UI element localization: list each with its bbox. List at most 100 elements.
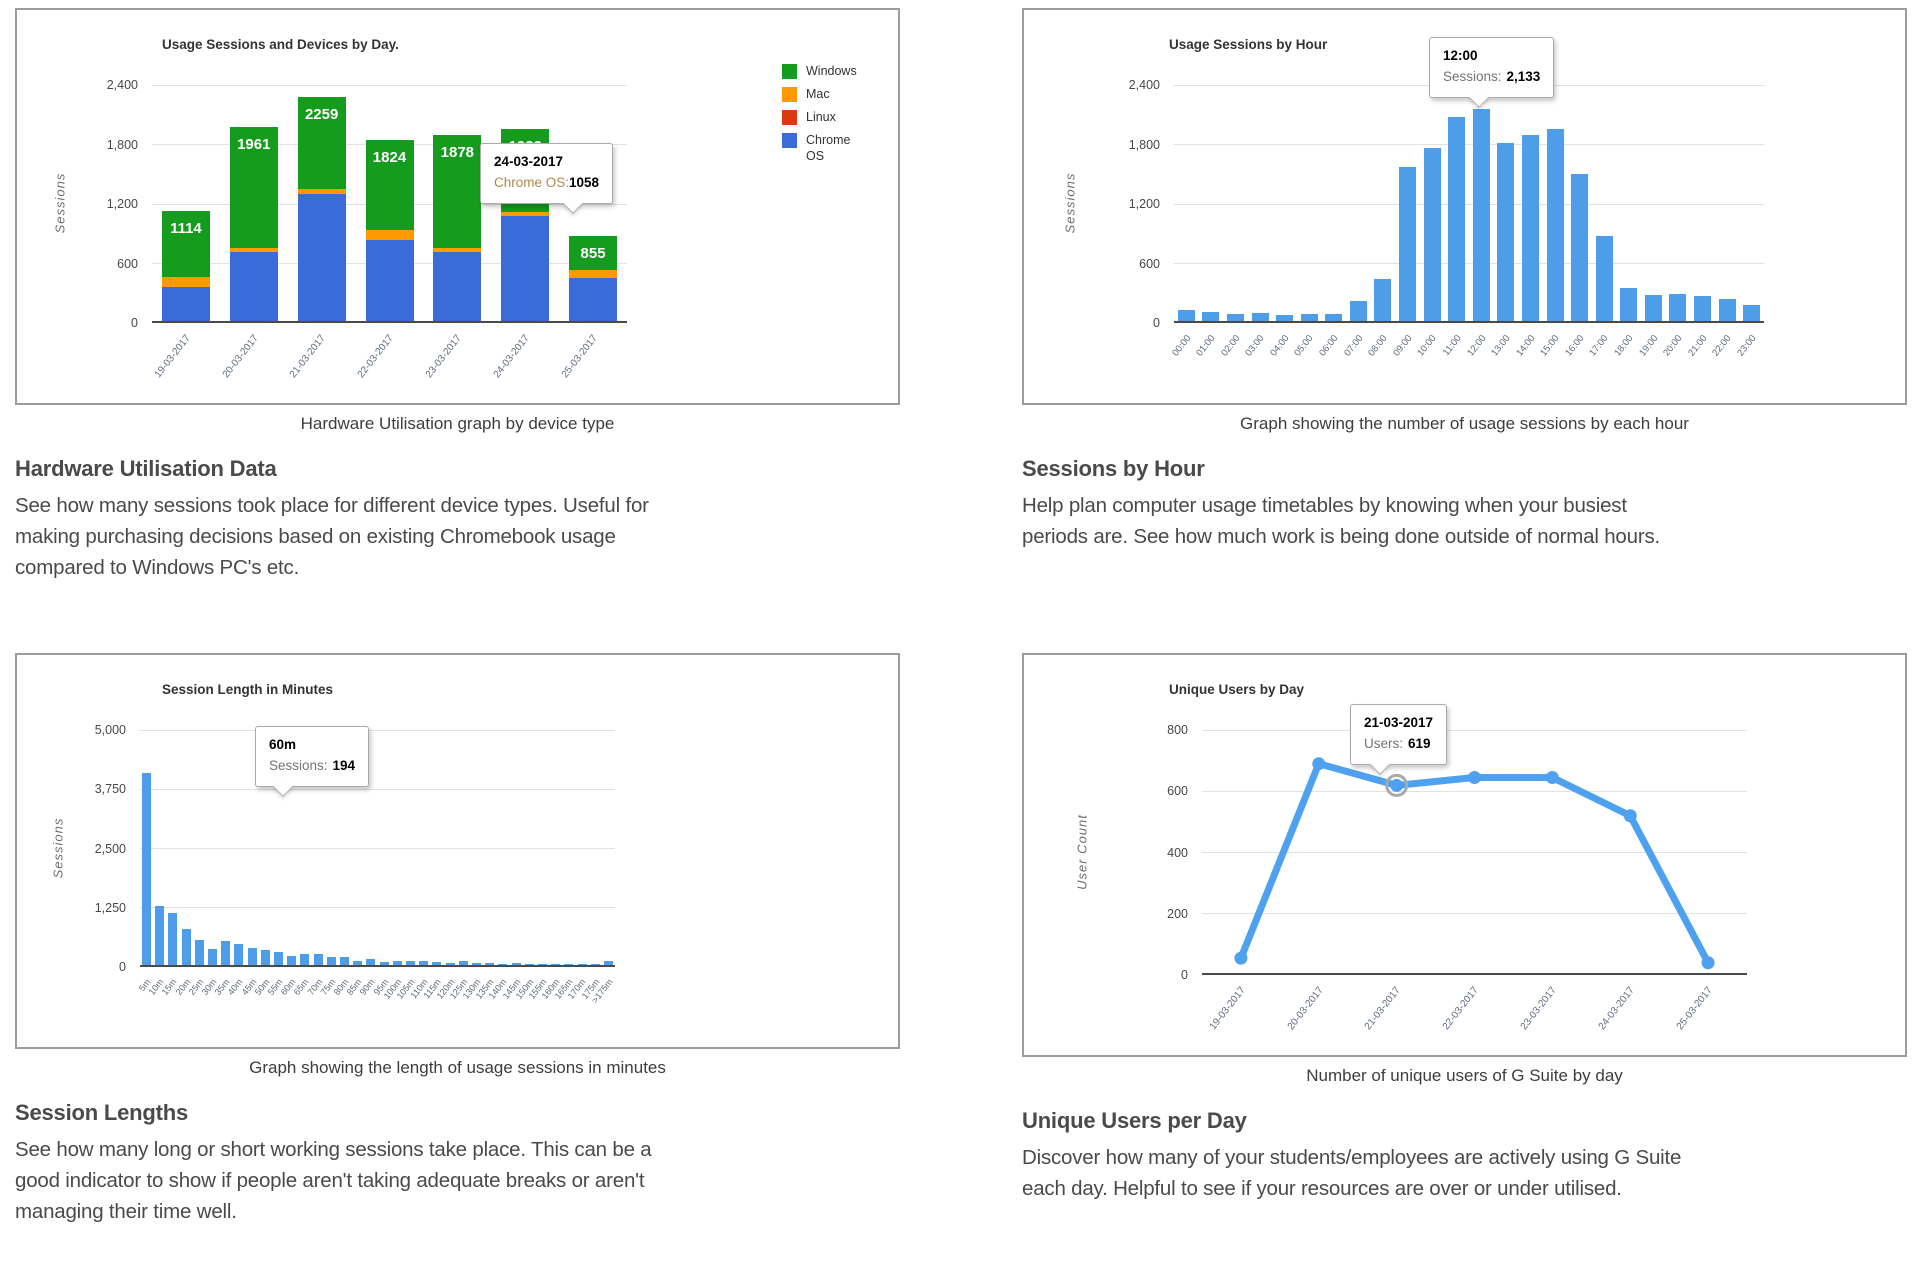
bar-25-03-2017[interactable] — [569, 83, 618, 321]
data-point-19-03-2017[interactable] — [1234, 951, 1248, 965]
x-axis-labels: 19-03-2017 20-03-2017 21-03-2017 22-03-2017… — [152, 333, 600, 381]
bar-165m[interactable] — [564, 964, 574, 965]
bar-20-03-2017[interactable] — [229, 83, 278, 321]
bar-140m[interactable] — [498, 963, 508, 965]
bar-105m[interactable] — [405, 960, 415, 965]
tooltip-chrome-os: 24-03-2017 Chrome OS:1058 — [480, 143, 614, 214]
gridline — [1174, 144, 1764, 145]
bar-45m[interactable] — [247, 948, 257, 965]
y-tick-label: 1,200 — [1128, 197, 1160, 211]
bar-16:00[interactable] — [1571, 173, 1589, 321]
bar-175m[interactable] — [590, 964, 600, 965]
bar-06:00[interactable] — [1325, 313, 1343, 321]
bar-23-03-2017[interactable] — [433, 83, 482, 321]
bar-04:00[interactable] — [1276, 315, 1294, 321]
bar-115m[interactable] — [432, 962, 442, 965]
bar-120m[interactable] — [445, 963, 455, 965]
bar-15:00[interactable] — [1546, 128, 1564, 321]
bar-09:00[interactable] — [1399, 166, 1417, 321]
tooltip-value-line: Sessions: 2,133 — [1443, 67, 1540, 88]
bar-11:00[interactable] — [1448, 116, 1466, 321]
section-heading: Sessions by Hour — [1022, 456, 1205, 481]
bar-19-03-2017[interactable] — [161, 83, 210, 321]
tooltip-value: 2,133 — [1506, 68, 1541, 84]
bar-08:00[interactable] — [1374, 278, 1392, 321]
bar-12:00[interactable] — [1472, 109, 1490, 321]
bar-21-03-2017[interactable] — [297, 83, 346, 321]
bar-110m[interactable] — [419, 960, 429, 965]
bar->175m[interactable] — [603, 961, 613, 965]
data-point-25-03-2017[interactable] — [1701, 956, 1715, 970]
hardware-chart-frame: Usage Sessions and Devices by Day. Sessi… — [15, 8, 900, 405]
bar-55m[interactable] — [274, 951, 284, 965]
segment-chrome-os — [161, 286, 210, 321]
bar-160m[interactable] — [551, 964, 561, 965]
y-tick-label: 600 — [117, 256, 138, 271]
tooltip-session-length: 60m Sessions: 194 — [255, 726, 370, 797]
bar-07:00[interactable] — [1349, 301, 1367, 321]
segment-mac — [229, 247, 278, 253]
bar-130m[interactable] — [471, 963, 481, 965]
bar-10:00[interactable] — [1423, 148, 1441, 321]
bar-22:00[interactable] — [1718, 299, 1736, 321]
segment-windows — [569, 236, 618, 271]
segment-mac — [297, 189, 346, 195]
legend-label: Mac — [806, 87, 830, 101]
bar-22-03-2017[interactable] — [365, 83, 414, 321]
bar-60m[interactable] — [287, 955, 297, 965]
bar-17:00[interactable] — [1595, 236, 1613, 321]
bar-75m[interactable] — [326, 957, 336, 965]
tooltip-label: Sessions: — [1443, 68, 1502, 84]
data-point-22-03-2017[interactable] — [1468, 770, 1481, 784]
bar-65m[interactable] — [300, 954, 310, 965]
bar-05:00[interactable] — [1300, 313, 1318, 321]
bar-19:00[interactable] — [1644, 294, 1662, 321]
data-point-24-03-2017[interactable] — [1623, 809, 1637, 823]
bar-95m[interactable] — [379, 961, 389, 965]
y-tick-label: 1,250 — [94, 900, 126, 915]
bar-25m[interactable] — [194, 939, 204, 965]
bar-15m[interactable] — [168, 912, 178, 965]
bar-80m[interactable] — [340, 957, 349, 965]
tooltip-value: 619 — [1408, 735, 1431, 751]
bar-02:00[interactable] — [1226, 313, 1244, 321]
tooltip-sessions-hour: 12:00 Sessions: 2,133 — [1429, 37, 1555, 108]
bar-135m[interactable] — [485, 962, 495, 965]
bar-100m[interactable] — [392, 960, 402, 965]
section-description: See how many sessions took place for dif… — [15, 494, 649, 579]
bar-70m[interactable] — [313, 954, 323, 965]
bar-85m[interactable] — [353, 960, 363, 965]
bar-01:00[interactable] — [1202, 312, 1220, 321]
bar-20m[interactable] — [181, 928, 191, 965]
bar-145m[interactable] — [511, 962, 521, 965]
bar-total-label: 1961 — [237, 135, 271, 153]
bar-03:00[interactable] — [1251, 313, 1269, 321]
bar-150m[interactable] — [524, 964, 534, 965]
bar-23:00[interactable] — [1743, 304, 1761, 321]
bar-00:00[interactable] — [1177, 310, 1195, 321]
legend-swatch — [782, 110, 797, 125]
data-point-20-03-2017[interactable] — [1312, 757, 1326, 771]
data-point-23-03-2017[interactable] — [1545, 770, 1559, 784]
bar-30m[interactable] — [208, 948, 218, 965]
bar-35m[interactable] — [221, 941, 231, 965]
tooltip-title: 12:00 — [1443, 48, 1478, 63]
y-tick-label: 2,500 — [94, 841, 126, 856]
bar-20:00[interactable] — [1669, 293, 1687, 321]
bar-90m[interactable] — [366, 959, 376, 965]
chart-caption: Hardware Utilisation graph by device typ… — [300, 414, 615, 433]
bar-10m[interactable] — [155, 906, 165, 965]
bar-50m[interactable] — [260, 949, 270, 965]
bar-125m[interactable] — [458, 961, 468, 965]
bar-40m[interactable] — [234, 943, 244, 965]
bar-14:00[interactable] — [1521, 134, 1539, 321]
bar-18:00[interactable] — [1620, 287, 1638, 321]
bar-155m[interactable] — [537, 963, 547, 965]
x-axis-labels: 5m 10m 15m 20m 25m 30m 35m 40m 45m 50m 55m 60m 65m 70… — [136, 977, 615, 1006]
bar-21:00[interactable] — [1694, 295, 1712, 321]
bar-170m[interactable] — [577, 963, 587, 965]
bar-13:00[interactable] — [1497, 142, 1515, 321]
data-point-21-03-2017[interactable] — [1390, 778, 1404, 792]
panel-unique-users: Unique Users by Day User Count 21-03-201… — [1022, 653, 1907, 1227]
bar-5m[interactable] — [142, 773, 152, 965]
